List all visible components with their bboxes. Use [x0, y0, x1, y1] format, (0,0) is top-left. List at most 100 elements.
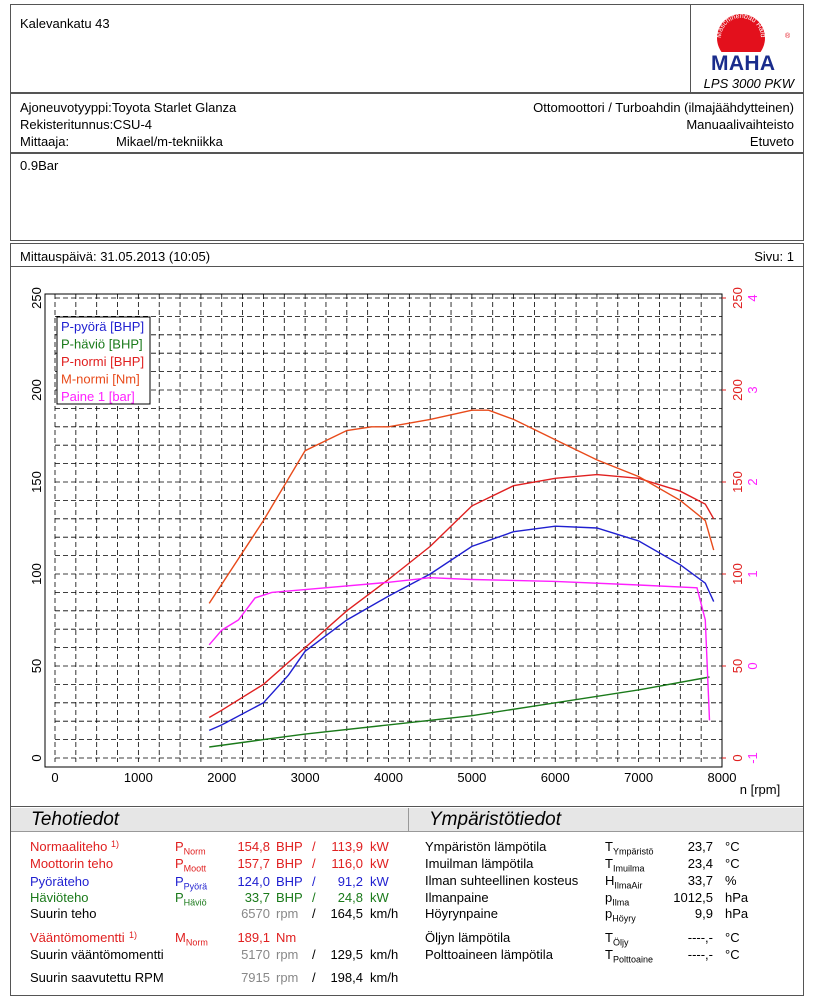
value: 24,8 — [337, 890, 363, 905]
value: 1012,5 — [673, 890, 713, 905]
logo-reg: ® — [785, 32, 790, 40]
symbol-sub: Pyörä — [183, 881, 208, 892]
symbol: pIlma — [605, 890, 629, 908]
symbol-letter: p — [605, 890, 613, 905]
value: 124,0 — [237, 874, 270, 889]
x-axis-label: n [rpm] — [740, 782, 780, 797]
x-tick-label: 4000 — [374, 770, 403, 785]
value: 9,9 — [694, 906, 713, 921]
y-tick-label: 200 — [29, 379, 44, 401]
value: 23,7 — [687, 839, 713, 854]
environment-title: Ympäristötiedot — [408, 808, 803, 832]
y-tick-label: 100 — [29, 563, 44, 585]
logo-circle — [717, 14, 765, 62]
legend-entry: P-pyörä [BHP] — [61, 319, 144, 334]
symbol-letter: P — [175, 890, 184, 905]
symbol: TYmpäristö — [605, 839, 653, 857]
unit: kW — [370, 856, 389, 871]
x-tick-label: 3000 — [291, 770, 320, 785]
x-tick-label: 1000 — [124, 770, 153, 785]
power-title: Tehotiedot — [11, 808, 408, 832]
row-label: Ympäristön lämpötila — [425, 839, 547, 854]
value: 198,4 — [330, 970, 363, 985]
separator: / — [312, 947, 316, 962]
separator: / — [312, 874, 316, 889]
symbol: MNorm — [175, 930, 208, 948]
unit: kW — [370, 839, 389, 854]
value: 7915 — [241, 970, 270, 985]
row-label: Imuilman lämpötila — [425, 856, 534, 871]
symbol-letter: P — [175, 856, 184, 871]
vehicle-box — [10, 93, 804, 153]
value: 6570 — [241, 906, 270, 921]
y3-tick-label: 4 — [745, 294, 760, 301]
unit: kW — [370, 890, 389, 905]
logo-box — [690, 4, 804, 93]
row-label: Polttoaineen lämpötila — [425, 947, 553, 962]
symbol-sub: Öljy — [612, 937, 629, 948]
symbol-letter: T — [605, 947, 613, 962]
separator: / — [312, 970, 316, 985]
y-tick-label: 0 — [29, 754, 44, 761]
vehicle-detail: Ottomoottori / Turboahdin (ilmajäähdytte… — [533, 100, 794, 115]
symbol-sub: Moott — [183, 863, 207, 874]
series-line — [209, 676, 710, 748]
vehicle-value: Toyota Starlet Glanza — [112, 100, 237, 115]
y3-tick-label: 1 — [745, 570, 760, 577]
series-line — [208, 409, 715, 604]
legend-entry: P-häviö [BHP] — [61, 337, 143, 352]
row-label: Suurin teho — [30, 906, 97, 921]
value: 33,7 — [687, 873, 713, 888]
legend-entry: M-normi [Nm] — [61, 372, 140, 387]
value: 154,8 — [237, 839, 270, 854]
y2-tick-label: 50 — [730, 659, 745, 673]
symbol-letter: P — [175, 874, 184, 889]
unit: rpm — [276, 906, 299, 921]
vehicle-value: Mikael/m-tekniikka — [116, 134, 223, 149]
separator: / — [312, 906, 316, 921]
series-line — [208, 525, 715, 732]
unit: hPa — [725, 890, 749, 905]
value: 5170 — [241, 947, 270, 962]
unit: °C — [725, 839, 740, 854]
symbol-letter: T — [605, 930, 613, 945]
notes: 0.9Bar — [20, 158, 59, 173]
date-box — [10, 243, 804, 267]
y3-tick-label: -1 — [745, 752, 760, 764]
row-label: Moottorin teho — [30, 856, 114, 871]
y2-tick-label: 100 — [730, 563, 745, 585]
legend-box — [56, 316, 151, 405]
value: 23,4 — [687, 856, 713, 871]
vehicle-detail: Etuveto — [749, 134, 794, 149]
value: 157,7 — [237, 856, 270, 871]
value: 116,0 — [331, 856, 363, 871]
unit: BHP — [276, 856, 303, 871]
x-tick-label: 7000 — [624, 770, 653, 785]
unit: BHP — [276, 839, 303, 854]
unit: BHP — [276, 890, 303, 905]
symbol-letter: T — [605, 856, 613, 871]
value: 33,7 — [244, 890, 270, 905]
symbol-letter: H — [605, 873, 615, 888]
y3-tick-label: 0 — [745, 662, 760, 669]
vehicle-value: CSU-4 — [113, 117, 153, 132]
symbol: TImuilma — [605, 856, 644, 874]
unit: rpm — [276, 947, 299, 962]
value: 164,5 — [330, 906, 363, 921]
y-tick-label: 150 — [29, 471, 44, 493]
row-label: Ilman suhteellinen kosteus — [425, 873, 579, 888]
y-tick-label: 50 — [29, 659, 44, 673]
unit: °C — [725, 856, 740, 871]
logo: Maschinenbau Haldenwang MAHA ® — [705, 10, 790, 75]
symbol-sub: Imuilma — [612, 863, 645, 874]
series-line — [208, 473, 715, 719]
row-label: Ilmanpaine — [425, 890, 489, 905]
unit: BHP — [276, 874, 303, 889]
value: 129,5 — [330, 947, 363, 962]
y3-tick-label: 2 — [745, 478, 760, 485]
symbol-sub: Ilma — [612, 897, 630, 908]
legend-entry: P-normi [BHP] — [61, 354, 144, 369]
y2-tick-label: 0 — [730, 754, 745, 761]
y-tick-label: 250 — [29, 287, 44, 309]
